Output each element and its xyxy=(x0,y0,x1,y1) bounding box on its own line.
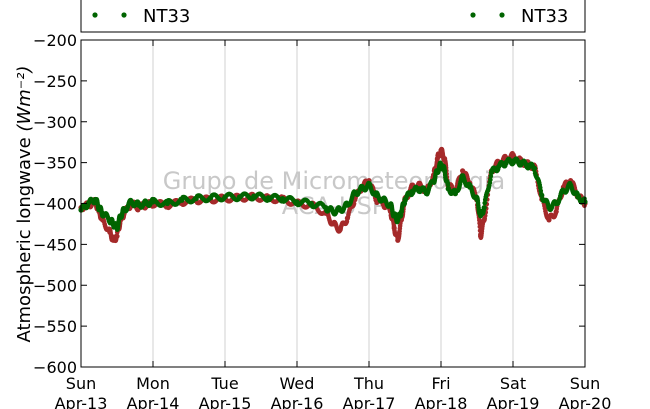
data-point xyxy=(481,204,487,211)
y-tick-label: −450 xyxy=(33,235,77,254)
x-tick-label-day: Sun xyxy=(570,374,600,393)
data-point xyxy=(532,165,538,171)
y-axis-label-text: Atmospheric longwave xyxy=(14,137,35,342)
y-tick-label: −200 xyxy=(33,31,77,50)
x-tick-label-day: Tue xyxy=(210,374,238,393)
y-tick-label: −300 xyxy=(33,113,77,132)
x-tick-label-day: Sun xyxy=(66,374,96,393)
x-tick-label-day: Wed xyxy=(280,374,315,393)
legend-marker xyxy=(92,12,98,18)
y-axis-label-units: (Wm⁻²) xyxy=(14,65,35,131)
legend: NT33 NT33 xyxy=(80,0,586,33)
x-tick-label-day: Thu xyxy=(353,374,384,393)
y-tick-label: −350 xyxy=(33,154,77,173)
y-axis-label: Atmospheric longwave (Wm⁻²) xyxy=(14,65,35,342)
x-tick-label-date: Apr-20 xyxy=(559,394,612,409)
y-tick-label: −400 xyxy=(33,195,77,214)
x-axis: SunApr-13MonApr-14TueApr-15WedApr-16ThuA… xyxy=(55,40,612,409)
y-tick-label: −250 xyxy=(33,72,77,91)
data-point xyxy=(539,192,545,198)
x-tick-label-date: Apr-17 xyxy=(343,394,396,409)
y-tick-label: −500 xyxy=(33,276,77,295)
x-tick-label-date: Apr-19 xyxy=(487,394,540,409)
x-tick-label-day: Fri xyxy=(431,374,450,393)
x-tick-label-date: Apr-13 xyxy=(55,394,108,409)
x-tick-label-date: Apr-18 xyxy=(415,394,468,409)
y-tick-label: −550 xyxy=(33,317,77,336)
data-point xyxy=(114,233,120,239)
grid xyxy=(152,40,514,367)
series-layer xyxy=(78,146,588,244)
x-tick-label-date: Apr-14 xyxy=(127,394,180,409)
x-tick-label-date: Apr-16 xyxy=(271,394,324,409)
data-point xyxy=(445,182,451,188)
x-tick-label-date: Apr-15 xyxy=(199,394,252,409)
legend-label-1: NT33 xyxy=(143,6,190,27)
data-point xyxy=(488,173,494,179)
data-point xyxy=(488,177,493,183)
series-2 xyxy=(78,156,588,233)
y-tick-label: −600 xyxy=(33,358,77,377)
legend-label-2: NT33 xyxy=(521,6,568,27)
y-axis: −200 −250 −300 −350 −400 −450 −500 −550 −600 xyxy=(33,31,585,377)
x-tick-label-day: Mon xyxy=(136,374,170,393)
x-tick-label-day: Sat xyxy=(500,374,526,393)
legend-marker xyxy=(121,12,127,18)
legend-marker xyxy=(499,12,505,18)
legend-marker xyxy=(470,12,476,18)
